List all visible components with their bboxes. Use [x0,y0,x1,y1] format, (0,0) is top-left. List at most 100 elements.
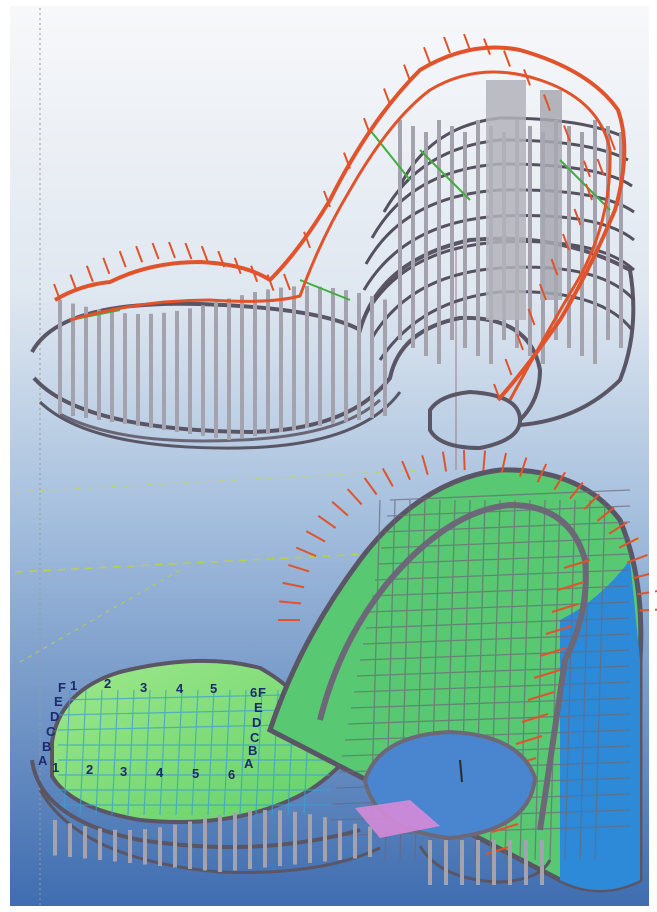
grid-axis-number-label: 6 [250,685,257,700]
slab-mesh-line [63,689,71,816]
roof-rafter [151,242,160,260]
roof-edge-beam [53,45,627,402]
roof-rafter [583,160,591,178]
shell-rafter [491,823,519,833]
roof-rafter [608,133,616,151]
shell-rafter [521,713,549,723]
slab-mesh-line [175,689,183,816]
shell-rafter [500,452,507,473]
shell-rafter [295,546,317,558]
shell-rafter [515,735,543,745]
roof-rafter [585,183,593,201]
roof-rafter [443,36,451,54]
entrance-ramp [355,800,440,838]
facade-mesh-line [564,499,576,861]
slab-mesh-line [95,689,103,816]
roof-rafter [503,50,511,67]
shell-rafter [545,625,573,635]
shell-rafter [596,506,615,522]
facade-mesh-line [353,681,631,693]
grid-axis-letter-label: D [50,709,59,724]
grid-axis-number-label: 3 [120,764,127,779]
grid-axis-letter-label: F [258,685,266,700]
grid-axis-number-label: 2 [86,762,93,777]
facade-mesh-line [534,499,546,861]
roof-rafter [463,33,471,51]
roof-rafter [543,94,551,111]
facade-mesh-line [344,729,631,741]
grid-axis-letter-label: E [254,700,263,715]
roof-rafter [423,46,431,64]
slab-mesh-line [207,689,215,816]
shell-rafter [608,521,628,535]
roof-rafter [217,250,226,268]
shell-rafter [363,477,378,496]
shell-rafter [317,514,337,529]
slab-mesh-line [127,689,135,816]
grid-axis-number-label: 2 [104,676,111,691]
shell-rafter [553,471,566,491]
shell-rafter [626,554,648,564]
roof-rafter [102,257,111,275]
roof-rafter [563,125,571,142]
upper-frame-model [30,33,636,451]
grid-axis-number-label: 6 [228,767,235,782]
roof-rafter [250,265,259,283]
shell-rafter [569,481,584,500]
grid-axis-letter-label: B [248,743,257,758]
roof-rafter [596,158,605,176]
floor-ring [32,315,543,435]
shell-rafter [441,451,448,472]
grid-axis-number-label: 1 [52,760,59,775]
roof-rafter [523,69,531,86]
shell-rafter [618,537,639,549]
grid-axis-letter-label: A [38,753,48,768]
facade-mesh-line [365,617,631,629]
shell-rafter [583,493,600,510]
roof-rafter [550,258,559,276]
facade-mesh-line [549,499,561,861]
roof-rafter [483,38,491,55]
shell-rafter [346,488,363,506]
facade-mesh-line [389,489,631,501]
roof-rafter [539,283,547,301]
shell-rafter [421,455,429,475]
roof-rafter [562,233,570,251]
shell-rafter [536,463,548,483]
grid-axis-number-label: 5 [210,681,217,696]
base-ring-beam [30,759,361,850]
floor-ring [428,389,523,451]
shell-rafter [288,563,310,573]
grid-axis-number-label: 4 [156,765,164,780]
shell-rafter [305,530,326,543]
bracing-member [419,149,471,201]
grid-axis-number-label: 5 [192,766,199,781]
grid-line [19,569,181,663]
shell-rafter [563,559,591,569]
grid-line [14,469,421,493]
facade-mesh-line [350,697,631,709]
grid-axis-number-label: 3 [140,680,147,695]
grid-axis-letter-label: F [58,680,66,695]
shell-rafter [527,691,555,701]
slab-mesh-line [111,689,119,816]
shell-rafter [539,647,567,657]
facade-mesh-line [347,713,631,725]
roof-rafter [53,283,61,301]
grid-axis-letter-label: B [42,739,51,754]
roof-rafter [184,242,193,260]
roof-rafter [403,64,411,81]
slab-mesh-line [143,689,151,816]
roof-rafter [363,117,371,135]
shell-rafter [401,460,411,481]
shell-rafter [381,468,394,487]
roof-rafter [283,273,291,291]
slab-mesh-line [191,689,199,816]
shell-rafter [331,500,349,517]
shell-rafter [279,600,302,605]
slab-mesh-line [159,689,167,816]
shell-rafter [533,669,561,679]
